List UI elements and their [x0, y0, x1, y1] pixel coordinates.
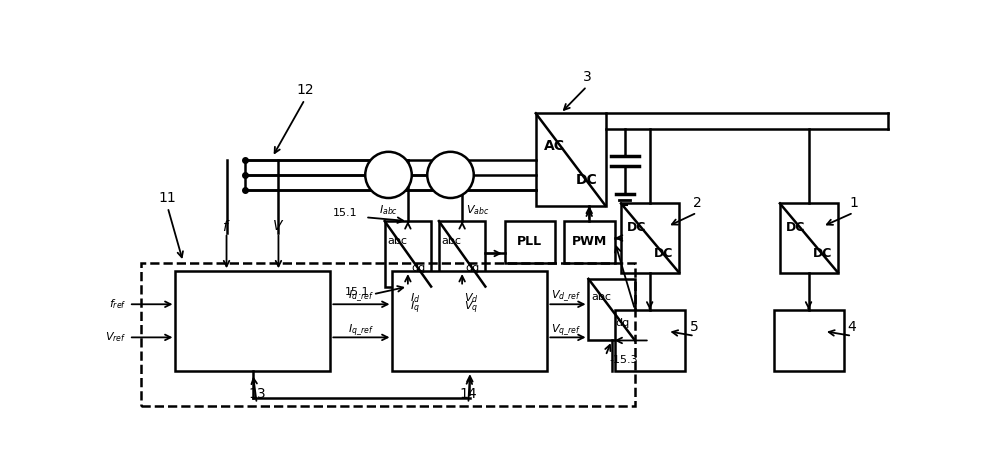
Text: DC: DC [627, 221, 646, 234]
Text: $I_{q\_ref}$: $I_{q\_ref}$ [348, 322, 374, 338]
Text: 11: 11 [159, 191, 176, 205]
Bar [621, 203, 679, 273]
Ellipse shape [365, 152, 412, 198]
Text: 15.1: 15.1 [344, 287, 369, 297]
Text: abc: abc [591, 292, 611, 302]
Text: 5: 5 [690, 319, 699, 334]
Bar [175, 271, 330, 371]
Text: abc: abc [441, 236, 461, 246]
Text: -15.3: -15.3 [609, 355, 638, 365]
Text: 1: 1 [849, 196, 858, 210]
Text: DC: DC [786, 221, 805, 234]
Bar [385, 221, 431, 287]
Text: $f_{ref}$: $f_{ref}$ [109, 297, 127, 311]
Text: 3: 3 [583, 70, 591, 84]
Text: $V_d$: $V_d$ [464, 291, 479, 305]
Text: $V$: $V$ [272, 219, 285, 233]
Bar [564, 221, 615, 263]
Text: DC: DC [654, 247, 673, 260]
Text: dq: dq [615, 318, 630, 328]
Bar [780, 203, 838, 273]
Bar [536, 113, 606, 206]
Bar [140, 263, 635, 406]
Text: dq: dq [466, 263, 480, 273]
Bar [588, 279, 635, 340]
Text: 14: 14 [460, 388, 477, 401]
Text: DC: DC [576, 173, 598, 187]
Ellipse shape [427, 152, 474, 198]
Text: 15.1: 15.1 [333, 208, 358, 219]
Text: 12: 12 [296, 83, 314, 97]
Text: $I_q$: $I_q$ [410, 300, 420, 316]
Text: 13: 13 [248, 388, 266, 401]
Text: 4: 4 [848, 319, 856, 334]
Text: DC: DC [813, 247, 832, 260]
Text: $I_{abc}$: $I_{abc}$ [379, 203, 399, 217]
Text: $V_q$: $V_q$ [464, 300, 479, 316]
Text: $f$: $f$ [222, 219, 231, 234]
Text: PLL: PLL [517, 235, 542, 249]
Text: dq: dq [411, 263, 426, 273]
Text: $I_{d\_ref}$: $I_{d\_ref}$ [348, 289, 374, 304]
Text: $I_d$: $I_d$ [410, 291, 420, 305]
Text: $V_{ref}$: $V_{ref}$ [105, 331, 127, 344]
Text: abc: abc [387, 236, 407, 246]
Text: $V_{q\_ref}$: $V_{q\_ref}$ [551, 322, 581, 338]
Text: PWM: PWM [572, 235, 607, 249]
Text: $V_{abc}$: $V_{abc}$ [466, 203, 489, 217]
Bar [774, 310, 844, 371]
Text: AC: AC [544, 138, 565, 153]
Bar [615, 310, 685, 371]
Text: $V_{d\_ref}$: $V_{d\_ref}$ [551, 289, 581, 304]
Bar [505, 221, 555, 263]
Bar [439, 221, 485, 287]
Bar [392, 271, 547, 371]
Text: 2: 2 [693, 196, 701, 210]
